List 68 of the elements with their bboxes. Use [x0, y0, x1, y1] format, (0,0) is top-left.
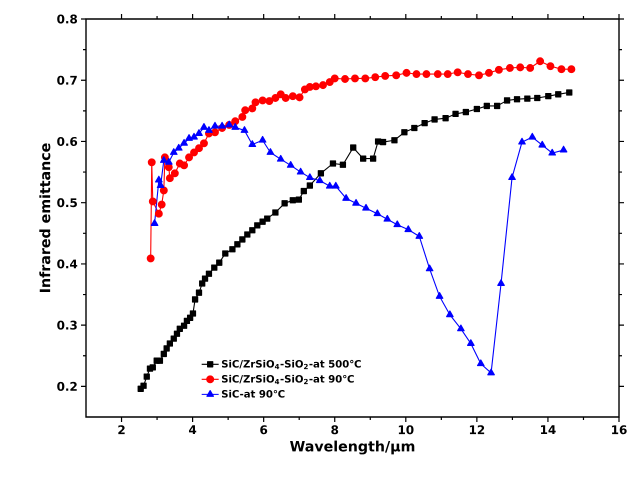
legend-label: SiC/ZrSiO$_{4}$-SiO$_{2}$-at 500℃	[222, 360, 361, 370]
x-tick-label: 6	[260, 425, 268, 434]
y-tick-label: 0.7	[57, 76, 77, 85]
point	[518, 138, 526, 145]
point	[286, 160, 295, 168]
point	[240, 126, 248, 133]
legend-label: SiC/ZrSiO$_{4}$-SiO$_{2}$-at 90℃	[222, 374, 354, 384]
x-tick-label: 14	[540, 425, 556, 434]
point	[170, 148, 178, 155]
legend-label: SiC-at 90℃	[222, 390, 284, 398]
point	[180, 138, 188, 146]
y-tick-label: 0.3	[57, 320, 77, 330]
point	[296, 168, 304, 175]
y-tick-label: 0.2	[57, 382, 77, 391]
point	[415, 232, 424, 239]
point	[150, 219, 158, 226]
point	[218, 122, 226, 129]
x-tick-label: 12	[470, 425, 484, 434]
point	[446, 310, 454, 318]
point	[266, 148, 274, 155]
y-axis-title: Infrared emittance	[39, 143, 50, 292]
point	[326, 182, 334, 189]
point	[548, 148, 556, 156]
y-tick-label: 0.6	[57, 136, 78, 146]
point	[332, 182, 340, 189]
point	[466, 339, 475, 346]
y-tick-label: 0.4	[57, 259, 78, 268]
point	[190, 132, 198, 140]
point	[164, 158, 173, 165]
point	[316, 176, 324, 184]
point	[200, 123, 208, 130]
point	[306, 173, 314, 180]
point	[426, 264, 434, 272]
point	[560, 146, 568, 152]
point	[185, 134, 193, 141]
point	[383, 214, 392, 222]
point	[393, 220, 402, 228]
point	[174, 144, 183, 151]
point	[155, 176, 163, 182]
point	[258, 136, 266, 143]
point	[528, 132, 536, 140]
point	[476, 359, 485, 366]
point	[374, 209, 382, 216]
point	[508, 173, 516, 180]
point	[160, 156, 168, 163]
x-tick-label: 2	[118, 425, 125, 434]
point	[276, 154, 285, 162]
point	[487, 368, 495, 376]
point	[195, 129, 203, 136]
x-tick-label: 16	[612, 425, 627, 434]
point	[538, 140, 546, 148]
point	[497, 279, 505, 286]
point	[352, 198, 360, 206]
y-tick-label: 0.5	[57, 198, 77, 208]
x-tick-label: 4	[188, 425, 196, 434]
point	[211, 122, 219, 129]
y-tick-label: 0.8	[57, 14, 78, 24]
point	[436, 292, 444, 299]
point	[404, 225, 412, 232]
point	[248, 140, 256, 147]
point	[231, 123, 240, 130]
point	[342, 194, 350, 201]
x-tick-label: 10	[398, 425, 414, 434]
x-tick-label: 8	[331, 425, 338, 434]
point	[205, 126, 213, 133]
x-axis-title: Wavelength/μm	[290, 440, 414, 454]
point	[457, 324, 465, 332]
point	[362, 204, 370, 211]
